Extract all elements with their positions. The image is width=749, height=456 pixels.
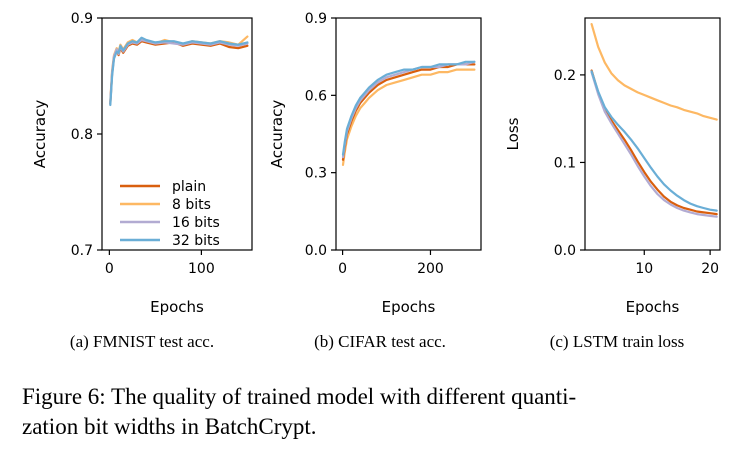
subcaption: (a) FMNIST test acc. — [70, 332, 214, 351]
y-axis-label: Loss — [504, 117, 522, 150]
y-axis-label: Accuracy — [31, 100, 49, 169]
chart-panel-3: 0.0 0.1 0.2 10 20 Epochs Loss (c) LSTM train lo… — [504, 17, 721, 351]
legend-label: 8 bits — [172, 197, 211, 213]
x-tick-label: 0 — [105, 261, 114, 277]
y-tick-label: 0.8 — [71, 127, 93, 143]
figure-caption: Figure 6: The quality of trained model w… — [22, 382, 732, 442]
x-axis-label: Epochs — [626, 298, 680, 316]
subcaption: (b) CIFAR test acc. — [314, 332, 446, 351]
legend-label: plain — [172, 179, 206, 195]
x-axis-label: Epochs — [382, 298, 436, 316]
x-tick-label: 10 — [635, 261, 653, 277]
x-axis-label: Epochs — [150, 298, 204, 316]
plot-frame — [335, 17, 482, 251]
series-group — [109, 35, 249, 107]
legend-label: 16 bits — [172, 215, 220, 231]
chart-panel-1: 0.7 0.8 0.9 0 100 Epochs Accuracy (a) FMNIST te… — [31, 11, 253, 351]
x-tick-label: 200 — [417, 261, 444, 277]
subcaption: (c) LSTM train loss — [550, 332, 685, 351]
y-tick-label: 0.2 — [554, 68, 576, 84]
series-group — [590, 23, 718, 218]
x-tick-label: 100 — [188, 261, 215, 277]
series-line-16-bits — [341, 60, 476, 159]
series-line-16-bits — [590, 71, 718, 218]
series-group — [341, 60, 476, 166]
series-line-8-bits — [341, 68, 476, 166]
series-line-plain — [109, 40, 249, 105]
y-tick-label: 0.7 — [71, 243, 93, 259]
y-axis-label: Accuracy — [268, 100, 286, 169]
series-line-8-bits — [590, 23, 718, 121]
legend-label: 32 bits — [172, 233, 220, 249]
series-line-32-bits — [109, 36, 249, 107]
y-tick-label: 0.9 — [71, 11, 93, 27]
caption-line-2: zation bit widths in BatchCrypt. — [22, 414, 317, 439]
y-tick-label: 0.1 — [554, 155, 576, 171]
y-tick-label: 0.9 — [305, 11, 327, 27]
caption-line-1: Figure 6: The quality of trained model w… — [22, 384, 577, 409]
series-line-32-bits — [590, 70, 718, 212]
series-line-16-bits — [109, 38, 249, 104]
plot-frame — [584, 17, 721, 251]
series-line-32-bits — [341, 60, 476, 156]
y-tick-label: 0.0 — [305, 243, 327, 259]
x-tick-label: 0 — [338, 261, 347, 277]
chart-panel-2: 0.0 0.3 0.6 0.9 0 200 Epochs Accuracy (b) CIFAR … — [268, 11, 482, 351]
y-tick-label: 0.6 — [305, 88, 327, 104]
series-line-plain — [590, 69, 718, 216]
y-tick-label: 0.0 — [554, 243, 576, 259]
y-tick-label: 0.3 — [305, 166, 327, 182]
legend: plain 8 bits 16 bits 32 bits — [120, 179, 220, 249]
x-tick-label: 20 — [701, 261, 719, 277]
